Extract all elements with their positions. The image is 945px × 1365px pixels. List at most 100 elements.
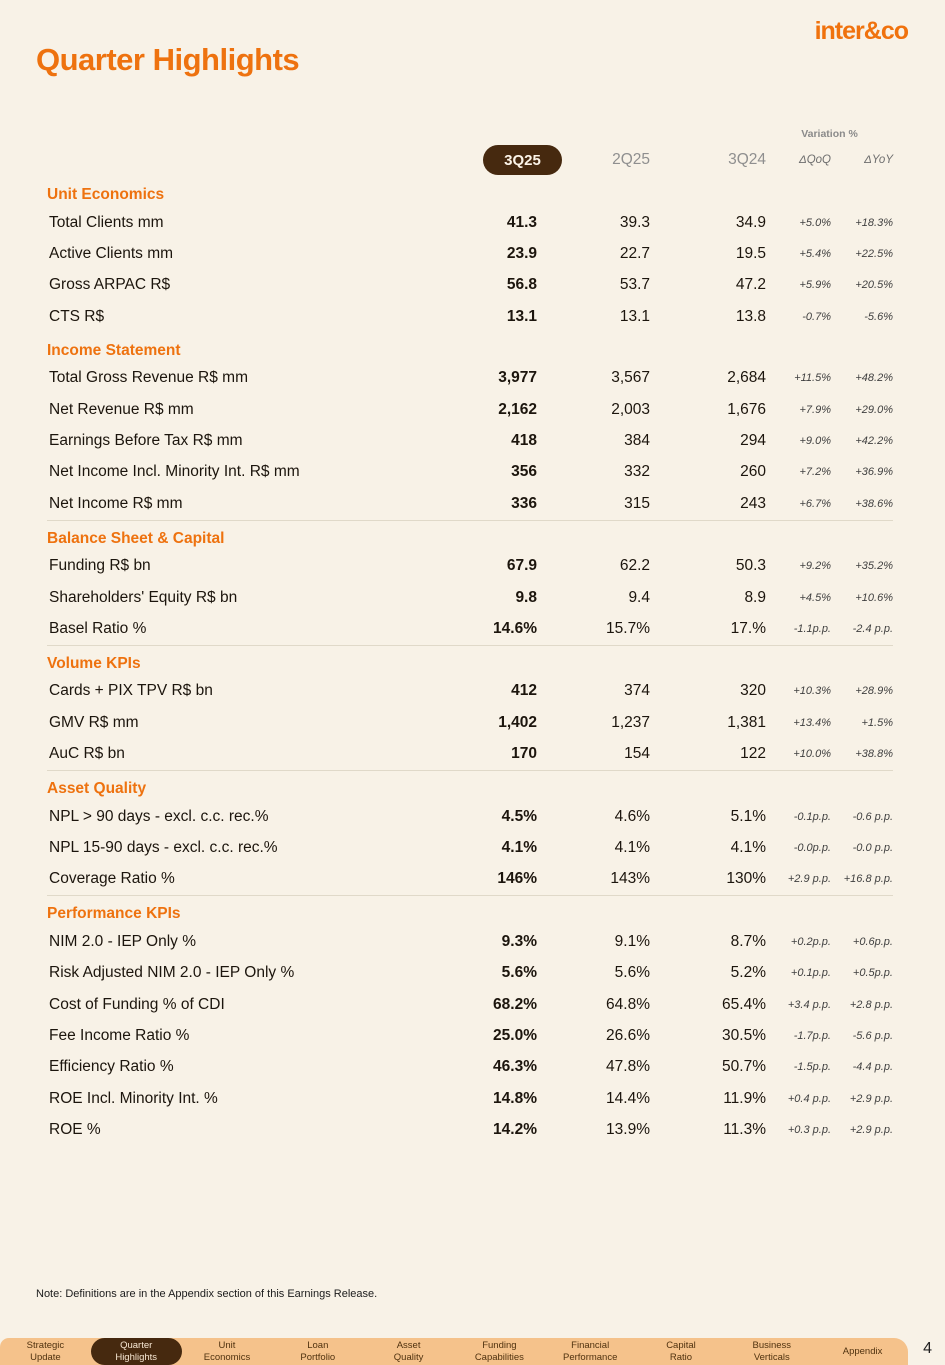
nav-item-line1: Capital <box>666 1340 696 1352</box>
value-delta-yoy: -2.4 p.p. <box>852 622 893 635</box>
value-delta-yoy: +22.5% <box>855 248 893 261</box>
value-3q24: 11.9% <box>723 1089 766 1107</box>
row-label: Basel Ratio % <box>49 619 147 637</box>
value-delta-qoq: +3.4 p.p. <box>787 998 831 1011</box>
nav-item-capital-ratio[interactable]: Capital Ratio <box>636 1338 727 1365</box>
page-number: 4 <box>923 1340 932 1357</box>
variation-label: Variation % <box>801 128 858 140</box>
value-3q24: 5.1% <box>730 807 766 825</box>
table-row: Coverage Ratio % 146% 143% 130% +2.9 p.p… <box>47 864 893 895</box>
section-header: Unit Economics <box>47 186 165 203</box>
value-delta-yoy: -0.0 p.p. <box>852 841 893 854</box>
column-header-3q25: 3Q25 <box>483 145 562 175</box>
row-label: NPL > 90 days - excl. c.c. rec.% <box>49 807 269 825</box>
nav-item-loan-portfolio[interactable]: Loan Portfolio <box>272 1338 363 1365</box>
value-3q24: 5.2% <box>730 964 766 982</box>
value-delta-yoy: +1.5% <box>861 716 894 729</box>
table-row: Gross ARPAC R$ 56.8 53.7 47.2 +5.9% +20.… <box>47 270 893 301</box>
value-3q25: 25.0% <box>493 1026 537 1044</box>
table-row: Fee Income Ratio % 25.0% 26.6% 30.5% -1.… <box>47 1020 893 1051</box>
nav-item-funding-capabilities[interactable]: Funding Capabilities <box>454 1338 545 1365</box>
table-row: Net Income R$ mm 336 315 243 +6.7% +38.6… <box>47 488 893 519</box>
nav-item-appendix[interactable]: Appendix <box>817 1338 908 1365</box>
value-delta-yoy: +36.9% <box>855 466 893 479</box>
nav-item-line2: Economics <box>203 1351 251 1363</box>
value-3q24: 19.5 <box>735 245 766 263</box>
value-3q25: 418 <box>511 432 537 450</box>
value-2q25: 374 <box>624 682 650 700</box>
value-delta-yoy: -5.6% <box>864 310 893 323</box>
nav-item-financial-performance[interactable]: Financial Performance <box>545 1338 636 1365</box>
table-row: ROE % 14.2% 13.9% 11.3% +0.3 p.p. +2.9 p… <box>47 1114 893 1145</box>
value-3q25: 68.2% <box>493 995 537 1013</box>
value-3q25: 14.2% <box>493 1121 537 1139</box>
value-3q24: 13.8 <box>735 307 766 325</box>
value-delta-qoq: +0.4 p.p. <box>787 1092 831 1105</box>
value-3q25: 14.6% <box>493 619 537 637</box>
table-body: Unit Economics Total Clients mm 41.3 39.… <box>47 177 893 1146</box>
value-3q24: 1,676 <box>727 400 766 418</box>
row-label: ROE Incl. Minority Int. % <box>49 1089 218 1107</box>
value-3q25: 3,977 <box>498 369 537 387</box>
nav-item-strategic-update[interactable]: Strategic Update <box>0 1338 91 1365</box>
table-row: Funding R$ bn 67.9 62.2 50.3 +9.2% +35.2… <box>47 551 893 582</box>
value-delta-qoq: +10.3% <box>793 685 831 698</box>
value-2q25: 39.3 <box>619 213 650 231</box>
value-delta-yoy: +28.9% <box>855 685 893 698</box>
value-3q24: 243 <box>740 494 766 512</box>
nav-item-line1: Unit <box>218 1340 236 1352</box>
value-3q25: 4.1% <box>501 838 537 856</box>
nav-item-line1: Financial <box>571 1340 610 1352</box>
table-row: Risk Adjusted NIM 2.0 - IEP Only % 5.6% … <box>47 957 893 988</box>
column-header-2q25: 2Q25 <box>612 151 650 168</box>
table-row: NIM 2.0 - IEP Only % 9.3% 9.1% 8.7% +0.2… <box>47 926 893 957</box>
value-delta-qoq: +5.4% <box>799 248 832 261</box>
row-label: Coverage Ratio % <box>49 870 175 888</box>
page-title: Quarter Highlights <box>36 42 300 77</box>
value-3q25: 356 <box>511 463 537 481</box>
value-3q24: 130% <box>726 870 766 888</box>
value-3q24: 122 <box>740 745 766 763</box>
value-delta-yoy: -5.6 p.p. <box>852 1029 893 1042</box>
value-delta-yoy: -0.6 p.p. <box>852 810 893 823</box>
value-delta-yoy: +0.6p.p. <box>852 935 893 948</box>
value-delta-qoq: -1.1p.p. <box>793 622 831 635</box>
value-delta-qoq: +0.1p.p. <box>790 967 831 980</box>
nav-item-quarter-highlights[interactable]: Quarter Highlights <box>90 1338 182 1365</box>
nav-item-line1: Loan <box>307 1340 329 1352</box>
table-row: Basel Ratio % 14.6% 15.7% 17.% -1.1p.p. … <box>47 613 893 644</box>
table-row: NPL > 90 days - excl. c.c. rec.% 4.5% 4.… <box>47 801 893 832</box>
value-3q25: 4.5% <box>501 807 537 825</box>
value-delta-yoy: +2.8 p.p. <box>849 998 893 1011</box>
value-delta-yoy: +2.9 p.p. <box>849 1124 893 1137</box>
value-3q24: 2,684 <box>727 369 766 387</box>
table-column-headers: 3Q25 2Q25 3Q24 ΔQoQ ΔYoY <box>47 143 893 177</box>
value-2q25: 4.1% <box>614 838 650 856</box>
value-2q25: 384 <box>624 432 650 450</box>
value-delta-yoy: +29.0% <box>855 403 893 416</box>
nav-item-business-verticals[interactable]: Business Verticals <box>726 1338 817 1365</box>
value-delta-qoq: -0.7% <box>802 310 831 323</box>
value-delta-yoy: +2.9 p.p. <box>849 1092 893 1105</box>
table-row: CTS R$ 13.1 13.1 13.8 -0.7% -5.6% <box>47 301 893 332</box>
value-3q24: 294 <box>740 432 766 450</box>
nav-item-unit-economics[interactable]: Unit Economics <box>182 1338 273 1365</box>
row-label: Risk Adjusted NIM 2.0 - IEP Only % <box>49 964 295 982</box>
value-2q25: 3,567 <box>611 369 650 387</box>
row-label: Fee Income Ratio % <box>49 1026 190 1044</box>
footnote: Note: Definitions are in the Appendix se… <box>36 1288 378 1300</box>
nav-item-asset-quality[interactable]: Asset Quality <box>363 1338 454 1365</box>
row-label: NIM 2.0 - IEP Only % <box>49 932 197 950</box>
value-3q25: 336 <box>511 494 537 512</box>
table-row: Efficiency Ratio % 46.3% 47.8% 50.7% -1.… <box>47 1052 893 1083</box>
value-3q24: 8.9 <box>744 588 766 606</box>
section-header: Volume KPIs <box>47 654 141 672</box>
nav-item-line2: Portfolio <box>300 1351 336 1363</box>
value-3q25: 46.3% <box>493 1058 537 1076</box>
value-3q25: 412 <box>511 682 537 700</box>
nav-item-line1: Appendix <box>842 1345 883 1357</box>
value-2q25: 1,237 <box>611 713 650 731</box>
table-row: Cost of Funding % of CDI 68.2% 64.8% 65.… <box>47 989 893 1020</box>
value-delta-qoq: +4.5% <box>799 591 832 604</box>
value-2q25: 4.6% <box>614 807 650 825</box>
